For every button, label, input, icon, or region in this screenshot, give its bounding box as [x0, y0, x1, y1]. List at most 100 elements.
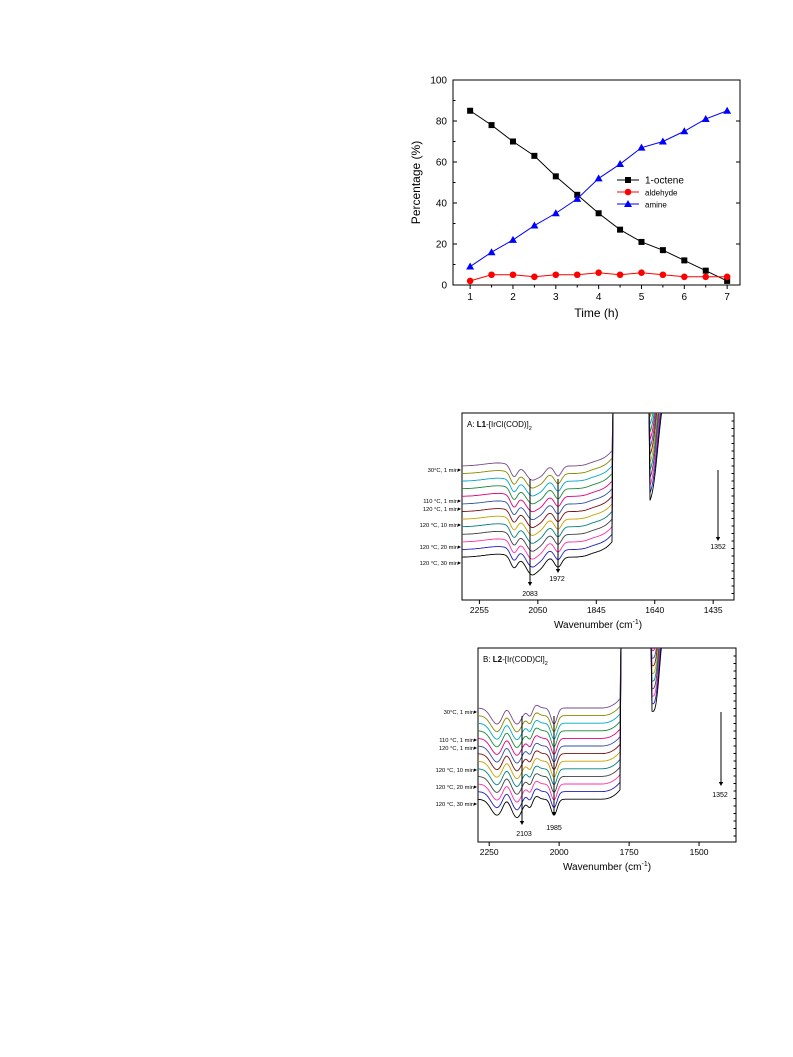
- ir-spectra-chart-a: 2255 2050 1845 1640 1435 A: L1-[IrCl(COD)]2 Wa…: [420, 412, 735, 631]
- annotation-label: 1985: [546, 825, 562, 832]
- spectrum-trace: [478, 648, 661, 803]
- data-point-1: [509, 271, 517, 279]
- data-point-0: [488, 122, 495, 129]
- spectrum-trace: [478, 648, 656, 756]
- legend-arrow-icon: [458, 561, 461, 565]
- legend-arrow-icon: [474, 738, 477, 742]
- x-axis-label-end: ): [639, 620, 642, 631]
- plot-frame: [461, 412, 735, 601]
- data-point-2: [466, 262, 475, 270]
- spectrum-trace: [478, 648, 658, 772]
- panel-title-prefix: A:: [467, 420, 477, 429]
- annotation-arrow-head: [718, 782, 724, 786]
- legend-marker-1: [624, 188, 632, 196]
- spectrum-trace: [462, 413, 661, 560]
- legend-label: 110 °C, 1 min: [423, 499, 458, 505]
- x-axis-label: Wavenumber (cm-1): [554, 619, 642, 631]
- spectra-group: [478, 648, 662, 819]
- legend-arrow-icon: [458, 468, 461, 472]
- data-point-1: [488, 271, 495, 279]
- spectrum-trace: [462, 413, 652, 489]
- annotation-arrow-head: [519, 821, 525, 825]
- data-point-2: [616, 160, 625, 168]
- annotation-arrow-head: [527, 582, 533, 586]
- spectrum-trace: [478, 648, 622, 733]
- spectrum-trace: [462, 413, 655, 505]
- panel-title: B: L2-[Ir(COD)Cl]2: [483, 655, 548, 667]
- data-point-1: [552, 271, 560, 279]
- legend-arrow-icon: [474, 785, 477, 789]
- legend-arrow-icon: [458, 523, 461, 527]
- plot-frame: [452, 79, 741, 286]
- data-point-1: [681, 273, 688, 281]
- panel-title-complex: -[Ir(COD)Cl]: [502, 655, 545, 664]
- ir-spectra-chart-b: 2250 2000 1750 1500 B: L2-[Ir(COD)Cl]2 Wavenu…: [436, 647, 737, 873]
- y-tick-label: 40: [436, 199, 448, 210]
- spectrum-trace: [462, 413, 656, 513]
- data-point-1: [702, 273, 710, 281]
- series-line-2: [469, 110, 728, 267]
- spectrum-trace: [462, 413, 654, 497]
- panel-title-complex: -[IrCl(COD)]: [486, 420, 529, 429]
- time-course-chart: 0 20 40 60 80 100 1 2 3 4 5 6 7 Time (h) Percentage (%…: [409, 76, 741, 320]
- legend-arrow-icon: [474, 802, 477, 806]
- legend-label: 30°C, 1 min: [428, 468, 458, 474]
- data-point-0: [552, 173, 559, 180]
- annotation-label: 2103: [516, 831, 532, 838]
- panel-title-subscript: 2: [529, 426, 532, 432]
- legend-label: 120 °C, 30 min: [420, 561, 458, 567]
- legend-marker-0: [625, 177, 631, 183]
- panel-title: A: L1-[IrCl(COD)]2: [467, 420, 532, 432]
- x-axis-label-superscript: -1: [641, 861, 647, 868]
- panel-title-ligand: L2: [493, 655, 503, 664]
- data-point-2: [487, 248, 496, 256]
- data-point-2: [680, 127, 689, 135]
- annotation-label: 1352: [710, 544, 726, 551]
- x-tick-label: 1845: [587, 605, 606, 615]
- legend-arrow-icon: [458, 545, 461, 549]
- legend-label-1: aldehyde: [645, 189, 678, 198]
- x-tick-label: 3: [553, 292, 559, 303]
- spectrum-trace: [478, 648, 622, 741]
- x-axis-label-end: ): [648, 862, 651, 873]
- spectrum-trace: [478, 648, 660, 795]
- data-point-2: [508, 235, 517, 243]
- legend-arrow-icon: [474, 746, 477, 750]
- x-tick-label: 6: [682, 292, 688, 303]
- legend-label: 120 °C, 10 min: [436, 768, 474, 774]
- legend-label-2: amine: [645, 201, 667, 210]
- data-point-2: [701, 114, 710, 122]
- x-tick-label: 1: [467, 292, 473, 303]
- data-point-2: [723, 106, 732, 114]
- spectra-group: [462, 413, 663, 576]
- data-point-1: [466, 277, 474, 285]
- legend-label-0: 1-octene: [645, 176, 684, 187]
- data-point-2: [573, 194, 582, 202]
- panel-title-prefix: B:: [483, 655, 493, 664]
- x-tick-label: 2250: [480, 847, 499, 857]
- x-axis-label-text: Wavenumber (cm: [563, 862, 642, 873]
- y-tick-label: 100: [430, 76, 447, 87]
- data-point-1: [638, 269, 645, 277]
- spectrum-trace: [462, 413, 663, 576]
- series-line-0: [469, 110, 728, 282]
- x-tick-label: 2000: [550, 847, 569, 857]
- x-tick-label: 1435: [704, 605, 723, 615]
- annotation-arrow-head: [555, 569, 561, 573]
- legend-label: 30°C, 1 min: [444, 710, 474, 716]
- data-point-2: [530, 221, 539, 229]
- x-tick-label: 5: [639, 292, 645, 303]
- data-point-1: [659, 271, 667, 279]
- spectrum-trace: [462, 413, 659, 544]
- legend-label: 120 °C, 30 min: [436, 802, 474, 808]
- legend-label: 120 °C, 1 min: [439, 746, 474, 752]
- legend-arrow-icon: [474, 710, 477, 714]
- x-axis-label: Time (h): [574, 306, 618, 320]
- data-point-1: [616, 271, 624, 279]
- data-point-0: [574, 191, 581, 198]
- annotation-label: 1972: [549, 576, 565, 583]
- legend-label: 110 °C, 1 min: [439, 738, 474, 744]
- x-axis-label-text: Wavenumber (cm: [554, 620, 633, 631]
- spectrum-trace: [478, 648, 662, 819]
- spectrum-trace: [478, 648, 659, 780]
